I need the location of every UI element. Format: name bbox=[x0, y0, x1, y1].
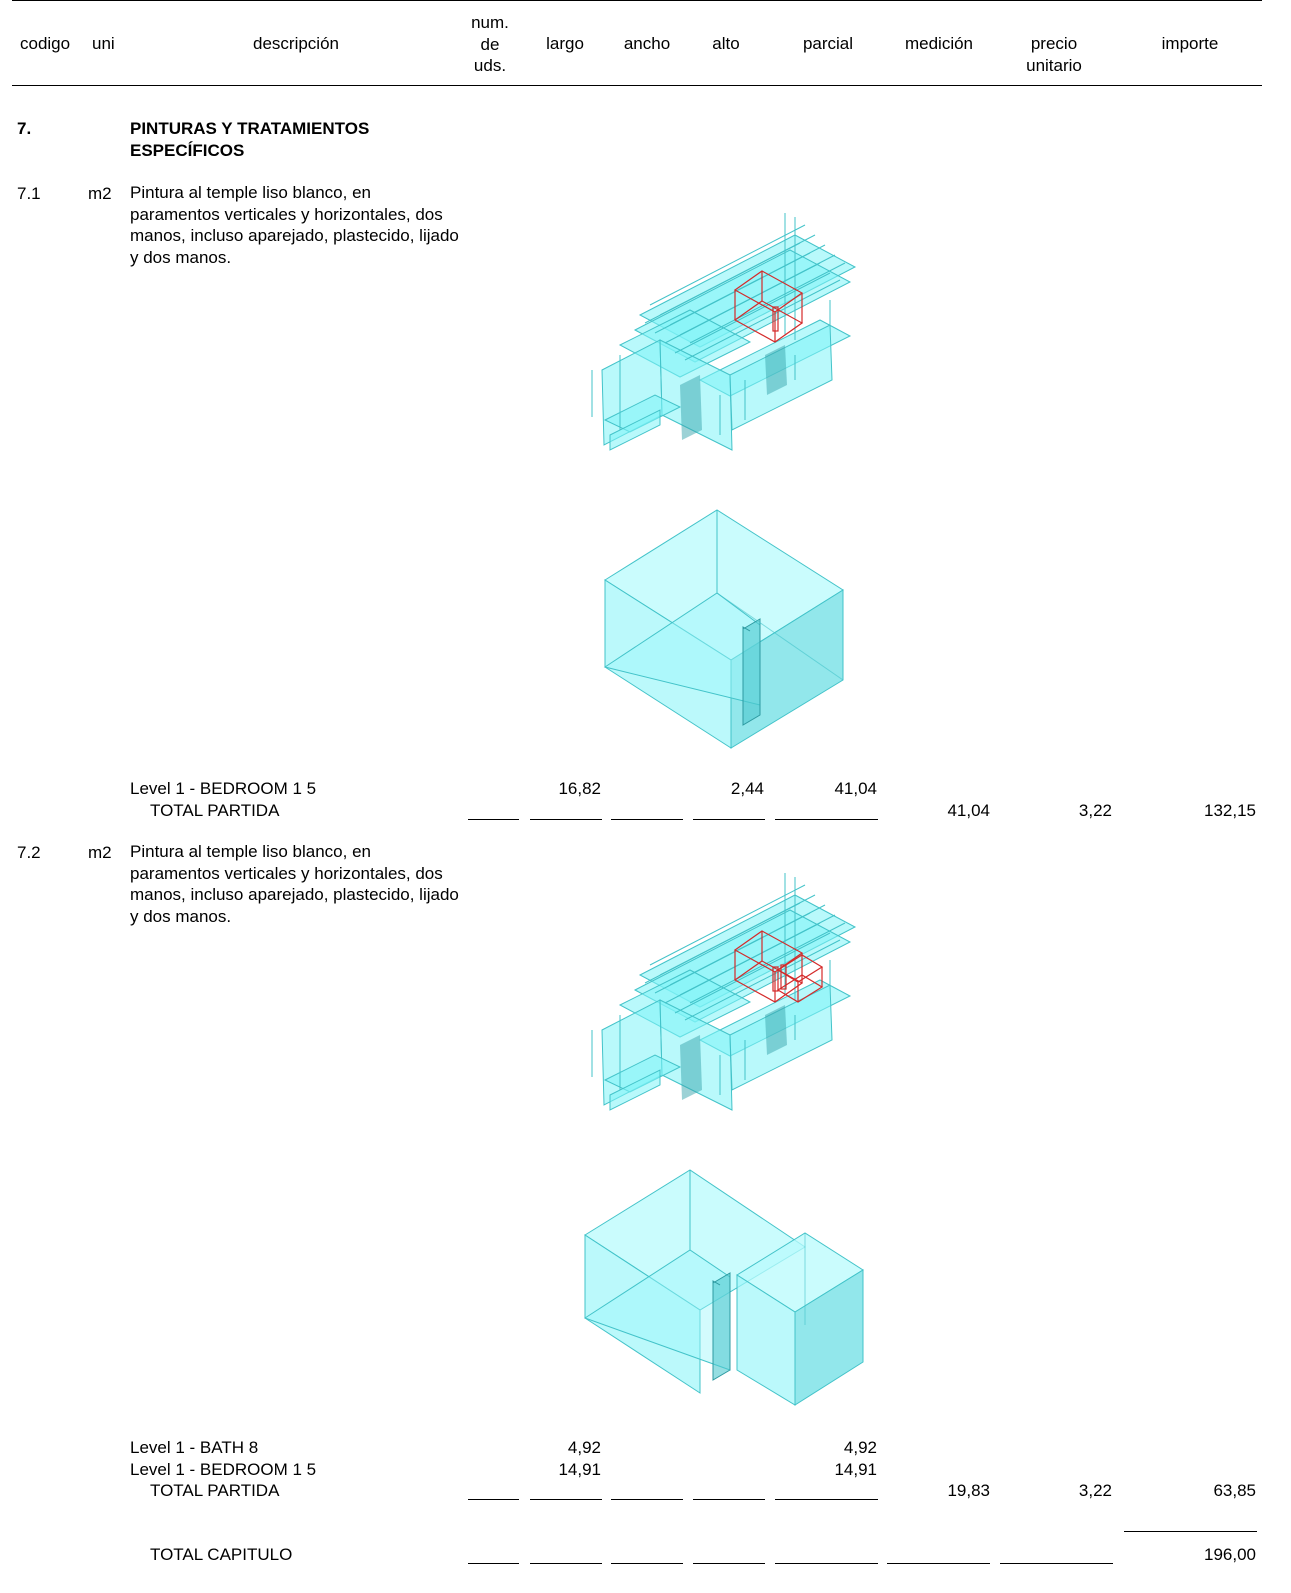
total-capitulo-label: TOTAL CAPITULO bbox=[150, 1545, 293, 1564]
header-medicion: medición bbox=[904, 34, 974, 53]
underline-ancho bbox=[611, 1499, 683, 1500]
item-description: Pintura al temple liso blanco, en parame… bbox=[130, 842, 459, 926]
chapter-code: 7. bbox=[17, 119, 32, 138]
room-box-icon bbox=[603, 509, 844, 749]
underline-medicion bbox=[887, 1563, 990, 1564]
header-importe: importe bbox=[1161, 34, 1219, 53]
item-code: 7.1 bbox=[17, 184, 41, 203]
underline-ancho bbox=[611, 1563, 683, 1564]
header-largo: largo bbox=[546, 34, 584, 53]
measurement-line-label: Level 1 - BATH 8 bbox=[130, 1438, 259, 1457]
total-importe: 63,85 bbox=[1213, 1481, 1256, 1500]
underline-largo bbox=[530, 1563, 602, 1564]
underline-uds bbox=[468, 1563, 519, 1564]
underline-parcial bbox=[775, 1563, 878, 1564]
underline-parcial bbox=[775, 819, 878, 820]
header-descripcion: descripción bbox=[253, 34, 339, 53]
measurement-line-parcial: 14,91 bbox=[834, 1460, 877, 1479]
total-medicion: 19,83 bbox=[947, 1481, 990, 1500]
underline-uds bbox=[468, 1499, 519, 1500]
measurement-line-label: Level 1 - BEDROOM 1 5 bbox=[130, 779, 317, 798]
underline-alto bbox=[693, 1499, 765, 1500]
header-num-uds: num. de uds. bbox=[471, 13, 509, 75]
building-axonometric-icon bbox=[591, 213, 857, 451]
total-capitulo-importe: 196,00 bbox=[1204, 1545, 1256, 1564]
underline-largo bbox=[530, 819, 602, 820]
header-bottom-rule bbox=[12, 85, 1262, 86]
total-medicion: 41,04 bbox=[947, 801, 990, 820]
underline-alto bbox=[693, 1563, 765, 1564]
header-codigo: codigo bbox=[20, 34, 71, 53]
measurement-line-alto: 2,44 bbox=[730, 779, 764, 798]
underline-uds bbox=[468, 819, 519, 820]
importe-sum-rule bbox=[1124, 1531, 1257, 1532]
header-alto: alto bbox=[712, 34, 740, 53]
building-axonometric-icon bbox=[591, 873, 857, 1111]
chapter-title: PINTURAS Y TRATAMIENTOS ESPECÍFICOS bbox=[130, 119, 370, 160]
item-description: Pintura al temple liso blanco, en parame… bbox=[130, 183, 459, 267]
underline-largo bbox=[530, 1499, 602, 1500]
measurement-line-largo: 14,91 bbox=[558, 1460, 601, 1479]
total-precio: 3,22 bbox=[1078, 801, 1112, 820]
item-unit: m2 bbox=[88, 184, 112, 203]
measurement-line-largo: 4,92 bbox=[567, 1438, 601, 1457]
total-precio: 3,22 bbox=[1078, 1481, 1112, 1500]
measurement-line-parcial: 41,04 bbox=[834, 779, 877, 798]
underline-ancho bbox=[611, 819, 683, 820]
measurement-line-label: Level 1 - BEDROOM 1 5 bbox=[130, 1460, 317, 1479]
header-uni: uni bbox=[92, 34, 115, 53]
underline-precio bbox=[1000, 1563, 1113, 1564]
header-precio-unitario: precio unitario bbox=[1026, 34, 1082, 75]
item-code: 7.2 bbox=[17, 843, 41, 862]
total-partida-label: TOTAL PARTIDA bbox=[150, 1481, 280, 1500]
header-ancho: ancho bbox=[623, 34, 671, 53]
underline-alto bbox=[693, 819, 765, 820]
item-unit: m2 bbox=[88, 843, 112, 862]
underline-parcial bbox=[775, 1499, 878, 1500]
total-partida-label: TOTAL PARTIDA bbox=[150, 801, 280, 820]
header-top-rule bbox=[12, 0, 1262, 1]
measurement-line-largo: 16,82 bbox=[558, 779, 601, 798]
header-parcial: parcial bbox=[802, 34, 854, 53]
room-box-icon bbox=[583, 1169, 864, 1406]
measurement-line-parcial: 4,92 bbox=[843, 1438, 877, 1457]
total-importe: 132,15 bbox=[1204, 801, 1256, 820]
